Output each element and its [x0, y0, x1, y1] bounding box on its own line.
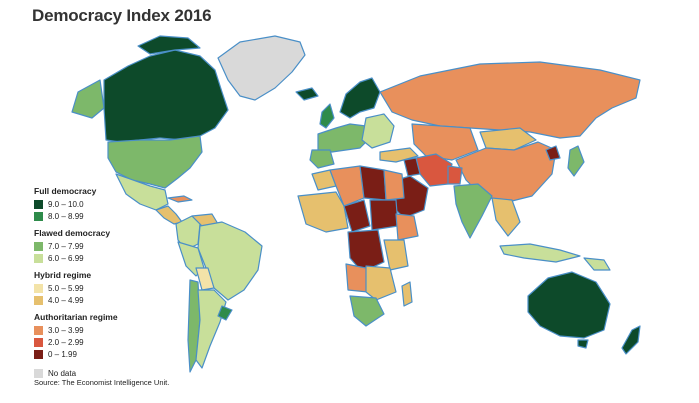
region-argentina	[195, 289, 227, 369]
legend-item-nodata: No data	[34, 367, 184, 379]
legend-label: 4.0 – 4.99	[48, 295, 84, 305]
legend-item: 8.0 – 8.99	[34, 210, 184, 222]
legend-group-title: Flawed democracy	[34, 228, 111, 238]
source-note: Source: The Economist Intelligence Unit.	[34, 378, 170, 387]
region-zambia-moz	[365, 265, 397, 301]
region-sudan	[369, 199, 399, 231]
legend-group-flawed: Flawed democracy 7.0 – 7.99 6.0 – 6.99	[34, 228, 184, 264]
region-bolivia	[195, 267, 215, 291]
region-syria-iraq	[403, 157, 421, 177]
legend-item: 3.0 – 3.99	[34, 324, 184, 336]
legend-swatch	[34, 211, 43, 221]
region-uk	[319, 103, 335, 129]
region-greenland	[217, 35, 306, 101]
region-chad	[343, 199, 371, 233]
region-se-asia	[491, 197, 521, 237]
legend-label: 7.0 – 7.99	[48, 241, 84, 251]
region-madagascar	[401, 281, 413, 307]
legend-swatch	[34, 253, 43, 263]
region-ethiopia	[395, 213, 419, 241]
region-central-asia	[411, 123, 479, 161]
region-libya	[359, 165, 387, 201]
region-brazil	[197, 221, 263, 301]
legend-group-hybrid: Hybrid regime 5.0 – 5.99 4.0 – 4.99	[34, 270, 184, 306]
legend-label: 9.0 – 10.0	[48, 199, 84, 209]
region-uruguay	[217, 305, 233, 321]
region-india	[453, 183, 493, 239]
region-canada-islands	[137, 35, 201, 55]
legend-item: 7.0 – 7.99	[34, 240, 184, 252]
region-eastern-europe	[361, 113, 395, 149]
region-tasmania	[577, 339, 589, 349]
region-east-africa	[383, 239, 409, 271]
legend-item: 5.0 – 5.99	[34, 282, 184, 294]
region-egypt	[383, 169, 405, 201]
legend-group-title: Authoritarian regime	[34, 312, 118, 322]
legend-item: 4.0 – 4.99	[34, 294, 184, 306]
map-title: Democracy Index 2016	[32, 6, 212, 25]
legend-label: 2.0 – 2.99	[48, 337, 84, 347]
legend-label: No data	[48, 368, 77, 378]
region-angola	[345, 263, 369, 293]
legend-group-authoritarian: Authoritarian regime 3.0 – 3.99 2.0 – 2.…	[34, 312, 184, 360]
legend-label: 0 – 1.99	[48, 349, 77, 359]
region-north-korea	[545, 145, 561, 161]
region-west-africa	[297, 191, 349, 233]
legend-swatch	[34, 295, 43, 305]
region-papua	[583, 257, 611, 271]
region-mongolia	[479, 127, 537, 151]
region-usa	[107, 135, 203, 189]
legend-swatch	[34, 349, 43, 359]
legend-item: 2.0 – 2.99	[34, 336, 184, 348]
legend-group-full: Full democracy 9.0 – 10.0 8.0 – 8.99	[34, 186, 184, 222]
legend-group-title: Hybrid regime	[34, 270, 92, 280]
legend: Full democracy 9.0 – 10.0 8.0 – 8.99 Fla…	[34, 186, 184, 379]
legend-swatch	[34, 199, 43, 209]
legend-swatch	[34, 241, 43, 251]
region-algeria	[329, 165, 365, 207]
legend-swatch	[34, 325, 43, 335]
region-afghanistan	[447, 165, 463, 185]
region-japan	[567, 145, 585, 177]
region-cuba	[167, 195, 193, 203]
region-alaska	[71, 79, 105, 119]
legend-label: 5.0 – 5.99	[48, 283, 84, 293]
region-iceland	[295, 87, 319, 101]
legend-item: 0 – 1.99	[34, 348, 184, 360]
legend-label: 3.0 – 3.99	[48, 325, 84, 335]
region-australia	[527, 271, 611, 339]
region-south-africa	[349, 295, 385, 327]
region-russia	[379, 61, 641, 139]
legend-swatch	[34, 337, 43, 347]
legend-item: 9.0 – 10.0	[34, 198, 184, 210]
legend-item: 6.0 – 6.99	[34, 252, 184, 264]
region-mexico	[115, 173, 169, 211]
legend-swatch	[34, 283, 43, 293]
legend-group-title: Full democracy	[34, 186, 97, 196]
legend-label: 8.0 – 8.99	[48, 211, 84, 221]
region-new-zealand	[621, 325, 641, 355]
legend-swatch	[34, 368, 43, 378]
region-indonesia	[499, 243, 581, 263]
region-scandinavia	[339, 77, 381, 119]
legend-label: 6.0 – 6.99	[48, 253, 84, 263]
region-canada	[103, 49, 229, 143]
region-iberia	[309, 149, 335, 169]
